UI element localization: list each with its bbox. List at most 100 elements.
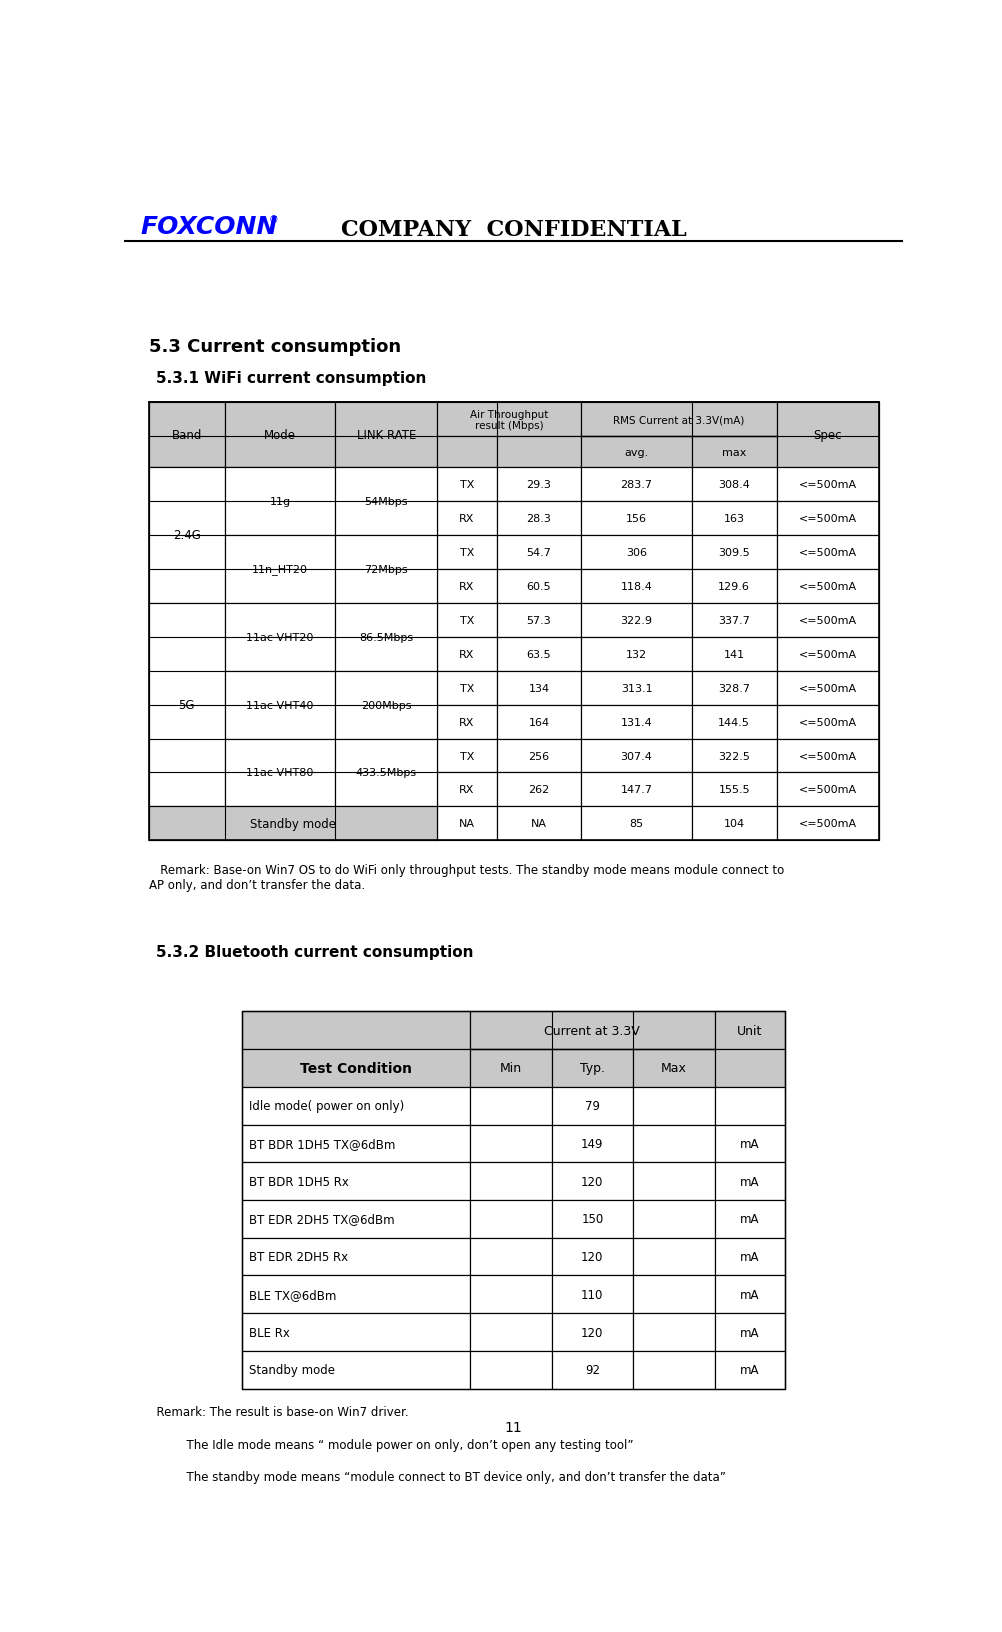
Text: 92: 92 — [585, 1363, 600, 1376]
Bar — [148, 739, 224, 774]
Text: COMPANY  CONFIDENTIAL: COMPANY CONFIDENTIAL — [341, 219, 686, 242]
Bar — [777, 403, 879, 468]
Bar — [633, 1162, 714, 1200]
Text: LINK RATE: LINK RATE — [357, 429, 416, 442]
Bar — [497, 806, 581, 840]
Bar — [437, 403, 581, 437]
Bar — [691, 468, 777, 501]
Bar — [633, 1314, 714, 1351]
Bar — [336, 403, 437, 468]
Bar — [336, 604, 437, 638]
Text: 120: 120 — [581, 1175, 603, 1188]
Text: Mode: Mode — [265, 429, 297, 442]
Bar — [777, 468, 879, 501]
Bar — [581, 403, 777, 437]
Bar — [224, 705, 336, 739]
Bar — [224, 468, 336, 501]
Bar — [714, 1012, 786, 1049]
Bar — [777, 671, 879, 705]
Text: Current at 3.3V: Current at 3.3V — [544, 1025, 640, 1036]
Text: 134: 134 — [528, 684, 549, 694]
Text: 309.5: 309.5 — [718, 547, 750, 558]
Text: 63.5: 63.5 — [527, 650, 551, 659]
Bar — [633, 1239, 714, 1276]
Text: 149: 149 — [581, 1138, 603, 1151]
Bar — [691, 570, 777, 604]
Text: 144.5: 144.5 — [718, 716, 750, 728]
Bar — [551, 1276, 633, 1314]
Text: BT BDR 1DH5 Rx: BT BDR 1DH5 Rx — [249, 1175, 350, 1188]
Text: 2.4G: 2.4G — [172, 529, 200, 542]
Text: 5.3 Current consumption: 5.3 Current consumption — [148, 338, 401, 356]
Text: max: max — [722, 447, 746, 457]
Bar — [224, 739, 336, 806]
Bar — [581, 535, 691, 570]
Bar — [691, 705, 777, 739]
Text: 283.7: 283.7 — [620, 480, 652, 490]
Text: 308.4: 308.4 — [718, 480, 750, 490]
Text: 11ac VHT80: 11ac VHT80 — [246, 769, 314, 778]
Text: 79: 79 — [585, 1100, 600, 1113]
Text: RX: RX — [459, 716, 475, 728]
Text: 29.3: 29.3 — [527, 480, 551, 490]
Bar — [148, 501, 224, 535]
Text: 11g: 11g — [270, 496, 291, 506]
Bar — [241, 1012, 786, 1389]
Text: TX: TX — [460, 684, 474, 694]
Text: BT EDR 2DH5 Rx: BT EDR 2DH5 Rx — [249, 1250, 349, 1263]
Bar — [581, 501, 691, 535]
Bar — [336, 535, 437, 570]
Bar — [241, 1124, 470, 1162]
Text: mA: mA — [740, 1363, 760, 1376]
Bar — [148, 774, 224, 806]
Bar — [470, 1087, 551, 1124]
Text: BT BDR 1DH5 TX@6dBm: BT BDR 1DH5 TX@6dBm — [249, 1138, 396, 1151]
Text: <=500mA: <=500mA — [799, 581, 857, 591]
Text: <=500mA: <=500mA — [799, 785, 857, 795]
Text: TX: TX — [460, 615, 474, 625]
Text: RX: RX — [459, 581, 475, 591]
Text: 5.3.1 WiFi current consumption: 5.3.1 WiFi current consumption — [156, 370, 427, 385]
Bar — [224, 671, 336, 739]
Text: 132: 132 — [626, 650, 647, 659]
Bar — [336, 604, 437, 671]
Bar — [224, 774, 336, 806]
Text: 28.3: 28.3 — [527, 514, 551, 524]
Text: BLE TX@6dBm: BLE TX@6dBm — [249, 1288, 337, 1301]
Bar — [224, 501, 336, 535]
Text: mA: mA — [740, 1288, 760, 1301]
Bar — [241, 1012, 470, 1049]
Text: mA: mA — [740, 1250, 760, 1263]
Bar — [470, 1200, 551, 1239]
Bar — [551, 1087, 633, 1124]
Bar — [336, 671, 437, 705]
Text: 147.7: 147.7 — [620, 785, 652, 795]
Bar — [241, 1314, 470, 1351]
Text: Remark: The result is base-on Win7 driver.: Remark: The result is base-on Win7 drive… — [148, 1405, 408, 1418]
Bar — [470, 1351, 551, 1389]
Text: mA: mA — [740, 1175, 760, 1188]
Bar — [581, 638, 691, 671]
Bar — [551, 1049, 633, 1087]
Bar — [148, 535, 224, 570]
Bar — [581, 774, 691, 806]
Text: 306: 306 — [626, 547, 647, 558]
Text: BLE Rx: BLE Rx — [249, 1325, 291, 1338]
Text: 120: 120 — [581, 1325, 603, 1338]
Bar — [148, 570, 224, 604]
Text: ®: ® — [269, 215, 279, 225]
Text: RX: RX — [459, 785, 475, 795]
Bar — [497, 570, 581, 604]
Bar — [148, 403, 879, 840]
Bar — [437, 570, 497, 604]
Text: mA: mA — [740, 1325, 760, 1338]
Text: 256: 256 — [528, 751, 549, 761]
Text: 164: 164 — [528, 716, 549, 728]
Bar — [336, 535, 437, 604]
Bar — [691, 739, 777, 774]
Bar — [777, 705, 879, 739]
Text: 433.5Mbps: 433.5Mbps — [356, 769, 417, 778]
Bar — [581, 437, 691, 468]
Bar — [777, 806, 879, 840]
Bar — [336, 501, 437, 535]
